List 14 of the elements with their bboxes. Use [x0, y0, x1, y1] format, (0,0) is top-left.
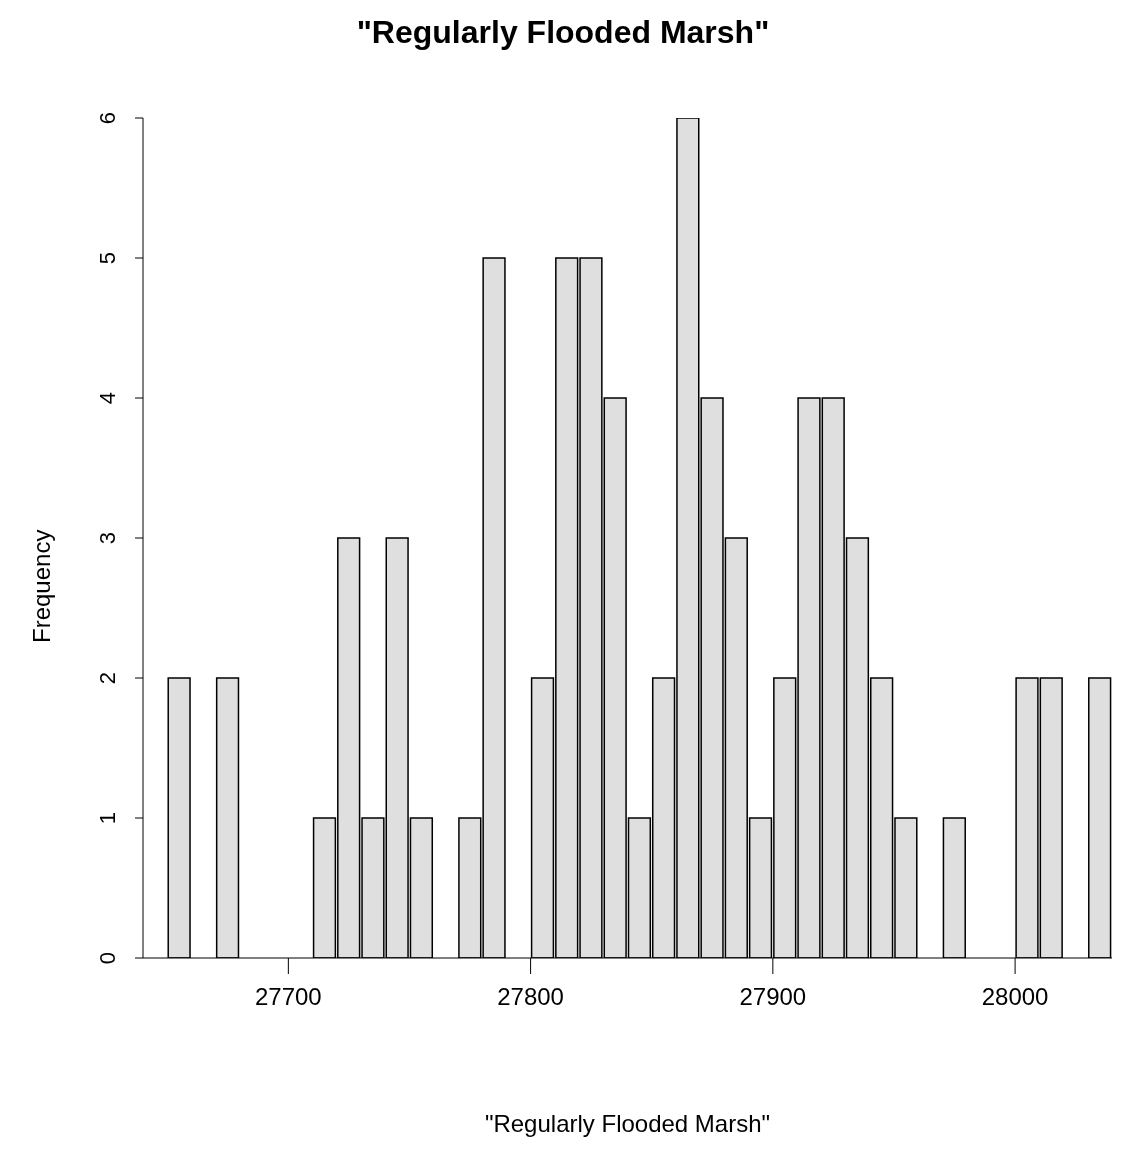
- x-tick-label: 27900: [739, 983, 807, 1011]
- y-tick-label: 0: [95, 951, 120, 965]
- y-axis-title: Frequency: [28, 529, 56, 643]
- x-axis-title: "Regularly Flooded Marsh": [483, 1110, 772, 1138]
- x-tick-label: 27800: [497, 983, 564, 1011]
- x-tick-label: 28000: [981, 983, 1049, 1011]
- x-tick-label: 27700: [254, 983, 322, 1011]
- y-tick-label: 2: [95, 671, 120, 685]
- y-tick-label: 1: [95, 811, 120, 825]
- y-tick-label: 3: [95, 531, 120, 545]
- chart-title: "Regularly Flooded Marsh": [355, 14, 771, 51]
- y-tick-label: 4: [95, 391, 120, 405]
- y-tick-label: 6: [95, 111, 120, 125]
- y-tick-label: 5: [95, 251, 120, 265]
